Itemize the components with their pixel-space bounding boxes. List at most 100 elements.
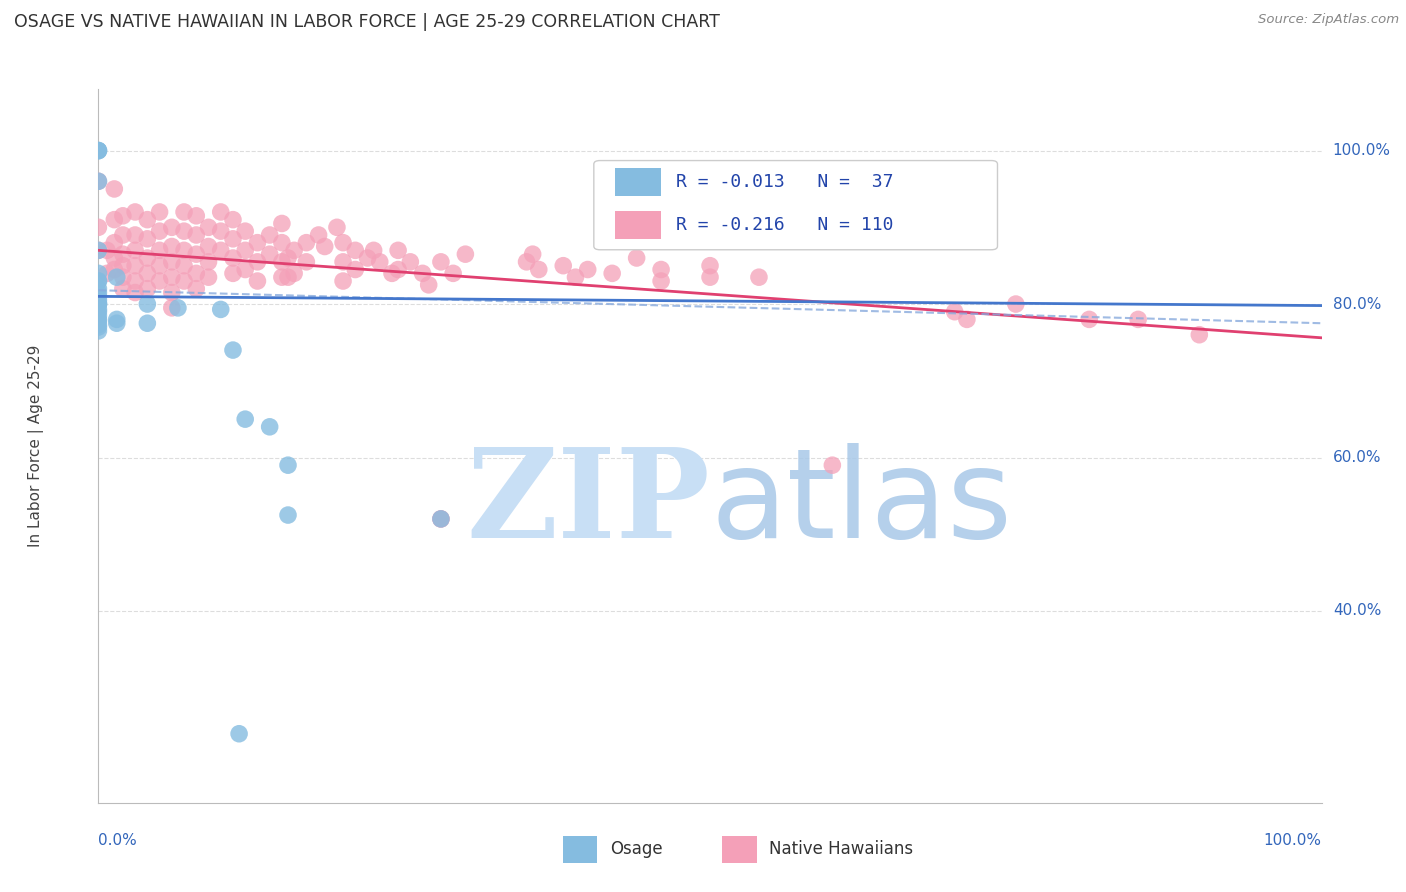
Point xyxy=(344,244,367,258)
Point xyxy=(246,255,269,269)
Point xyxy=(399,255,422,269)
Point xyxy=(699,259,721,273)
Point xyxy=(332,274,354,288)
Point xyxy=(186,247,208,261)
Point xyxy=(149,224,172,238)
Point xyxy=(197,270,219,285)
Point xyxy=(160,285,183,300)
Text: ZIP: ZIP xyxy=(467,442,710,564)
Point xyxy=(149,259,172,273)
Point xyxy=(233,262,256,277)
Point xyxy=(1004,297,1026,311)
Point xyxy=(103,182,125,196)
Point xyxy=(387,262,409,277)
Point xyxy=(87,266,110,280)
Point xyxy=(270,235,294,250)
Point xyxy=(124,259,146,273)
Point xyxy=(103,262,125,277)
Point xyxy=(553,259,575,273)
Point xyxy=(259,419,281,434)
Text: 60.0%: 60.0% xyxy=(1333,450,1381,465)
Point xyxy=(87,312,110,326)
Text: R = -0.216   N = 110: R = -0.216 N = 110 xyxy=(676,216,893,234)
Point xyxy=(222,266,245,280)
Point xyxy=(233,412,256,426)
Point xyxy=(699,270,721,285)
Point xyxy=(87,274,110,288)
Point xyxy=(103,212,125,227)
Point xyxy=(167,301,190,315)
Point xyxy=(111,209,134,223)
Text: Osage: Osage xyxy=(610,840,662,858)
Point xyxy=(124,274,146,288)
Point xyxy=(332,235,354,250)
Point xyxy=(160,270,183,285)
Point xyxy=(105,316,128,330)
Point xyxy=(124,205,146,219)
Bar xyxy=(564,837,598,863)
Point xyxy=(522,247,544,261)
Point xyxy=(186,282,208,296)
Point xyxy=(283,266,305,280)
Point xyxy=(381,266,404,280)
Point xyxy=(277,458,299,473)
Point xyxy=(233,224,256,238)
Point xyxy=(246,274,269,288)
Point xyxy=(87,309,110,323)
Bar xyxy=(614,168,661,196)
Point xyxy=(186,209,208,223)
Bar xyxy=(723,837,756,863)
Text: Native Hawaiians: Native Hawaiians xyxy=(769,840,912,858)
Point xyxy=(87,274,110,288)
Point xyxy=(363,244,385,258)
Point xyxy=(103,251,125,265)
Point xyxy=(87,293,110,308)
Point xyxy=(412,266,434,280)
FancyBboxPatch shape xyxy=(593,161,997,250)
Point xyxy=(209,302,232,317)
Point xyxy=(87,174,110,188)
Point xyxy=(87,244,110,258)
Point xyxy=(650,274,672,288)
Point xyxy=(160,220,183,235)
Point xyxy=(87,302,110,317)
Point xyxy=(943,304,966,318)
Point xyxy=(87,289,110,303)
Point xyxy=(430,512,453,526)
Point xyxy=(956,312,979,326)
Point xyxy=(209,205,232,219)
Point xyxy=(96,244,118,258)
Point xyxy=(527,262,550,277)
Point xyxy=(748,270,770,285)
Point xyxy=(136,251,159,265)
Point xyxy=(270,255,294,269)
Point xyxy=(111,270,134,285)
Point xyxy=(87,285,110,300)
Point xyxy=(136,316,159,330)
Point xyxy=(228,727,250,741)
Point xyxy=(283,244,305,258)
Point xyxy=(430,255,453,269)
Point xyxy=(136,282,159,296)
Point xyxy=(87,297,110,311)
Point xyxy=(136,212,159,227)
Point xyxy=(233,244,256,258)
Point xyxy=(173,244,195,258)
Point xyxy=(600,266,623,280)
Point xyxy=(87,304,110,318)
Point xyxy=(105,270,128,285)
Point xyxy=(111,259,134,273)
Point xyxy=(209,224,232,238)
Text: 40.0%: 40.0% xyxy=(1333,604,1381,618)
Point xyxy=(222,251,245,265)
Point xyxy=(441,266,464,280)
Point xyxy=(87,282,110,296)
Point xyxy=(136,232,159,246)
Point xyxy=(430,512,453,526)
Point xyxy=(197,239,219,253)
Point xyxy=(259,227,281,242)
Point xyxy=(326,220,349,235)
Point xyxy=(430,512,453,526)
Point xyxy=(277,508,299,522)
Point xyxy=(149,274,172,288)
